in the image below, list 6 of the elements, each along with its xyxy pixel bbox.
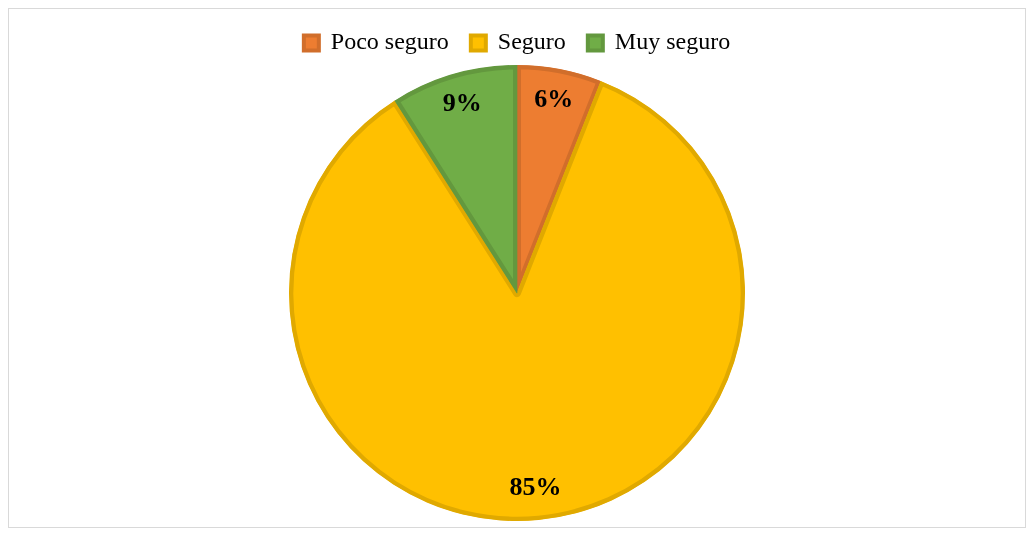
data-label: 9% [442,88,482,118]
legend-label: Seguro [497,28,566,55]
data-label: 85% [509,471,562,501]
legend-label: Poco seguro [330,28,449,55]
legend-label: Muy seguro [614,28,731,55]
data-label: 6% [534,84,574,114]
